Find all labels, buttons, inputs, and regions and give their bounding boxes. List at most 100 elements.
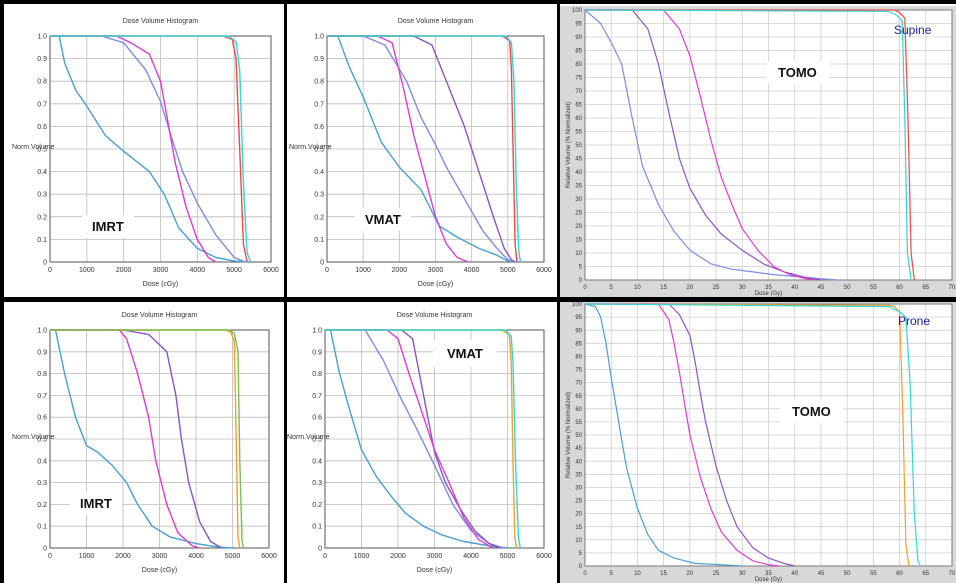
x-tick-label: 5 — [610, 285, 614, 291]
y-tick-label: 0.8 — [312, 371, 322, 378]
y-tick-label: 0.2 — [314, 214, 324, 221]
x-tick-label: 60 — [896, 285, 903, 291]
series-line-blue — [50, 329, 233, 549]
y-tick-label: 90 — [575, 328, 582, 334]
y-tick-label: 0.3 — [37, 480, 47, 487]
x-tick-label: 4000 — [464, 267, 480, 274]
x-axis-label: Dose (cGy) — [142, 567, 177, 574]
y-tick-label: 0 — [43, 545, 47, 552]
dvh-panel-imrt-prone: 0 1000 2000 3000 4000 5000 6000 0 0.1 0.2 0.3 0.4 0.… — [10, 304, 283, 583]
y-axis-label: Norm.Volume — [12, 144, 55, 151]
x-axis-label: Dose (Gy) — [755, 291, 782, 297]
divider-vertical-2 — [557, 0, 560, 583]
y-tick-label: 85 — [575, 49, 582, 55]
y-tick-label: 0.8 — [37, 79, 47, 86]
y-tick-label: 65 — [575, 394, 582, 400]
x-tick-label: 4000 — [190, 267, 206, 274]
x-tick-label: 6000 — [263, 267, 279, 274]
x-axis-label: Dose (Gy) — [755, 577, 782, 583]
y-tick-label: 60 — [575, 116, 582, 122]
dvh-chart-imrt-supine: 0 1000 2000 3000 4000 5000 6000 0 0.1 0.2 0.3 0.4 0.… — [12, 18, 279, 288]
y-tick-label: 0.6 — [312, 415, 322, 422]
x-tick-label: 55 — [870, 285, 877, 291]
y-tick-label: 0.4 — [37, 169, 47, 176]
x-tick-label: 5000 — [500, 267, 516, 274]
y-tick-label: 100 — [572, 8, 583, 14]
series-line-magenta — [585, 9, 816, 281]
y-tick-label: 10 — [575, 251, 582, 257]
y-tick-label: 0.1 — [314, 237, 324, 244]
y-tick-label: 75 — [575, 368, 582, 374]
series-line-magenta — [327, 35, 469, 263]
x-tick-label: 45 — [818, 571, 825, 577]
y-axis-label: Norm.Volume — [289, 144, 332, 151]
x-tick-label: 70 — [949, 285, 956, 291]
y-tick-label: 0.8 — [314, 79, 324, 86]
y-tick-label: 95 — [575, 22, 582, 28]
y-tick-label: 1.0 — [314, 33, 324, 40]
y-tick-label: 25 — [575, 499, 582, 505]
chart-title: Dose Volume Histogram — [397, 312, 473, 319]
y-tick-label: 40 — [575, 170, 582, 176]
y-tick-label: 0.7 — [312, 393, 322, 400]
x-tick-label: 5000 — [500, 553, 516, 560]
series-line-cyan — [584, 9, 912, 281]
x-tick-label: 45 — [818, 285, 825, 291]
y-tick-label: 0.7 — [314, 101, 324, 108]
series-line-magenta — [585, 303, 780, 567]
y-tick-label: 0.1 — [37, 237, 47, 244]
y-tick-label: 55 — [575, 420, 582, 426]
chart-label-tomo-prone: TOMO — [780, 400, 843, 423]
chart-label-imrt-prone: IMRT — [70, 492, 122, 515]
x-tick-label: 1000 — [79, 267, 95, 274]
series-line-blue — [50, 35, 249, 263]
series-line-cyan — [325, 329, 521, 549]
dvh-panel-tomo-supine: 0 5 10 15 20 25 30 35 40 45 50 55 60 65 70 0 5 10 15 20 25 30… — [560, 6, 956, 297]
chart-label-vmat-prone: VMAT — [433, 340, 497, 367]
dvh-panel-tomo-prone: 0 5 10 15 20 25 30 35 40 45 50 55 60 65 70 0 5 10 15 20 25 30… — [560, 300, 956, 583]
chart-label-tomo-supine: TOMO — [766, 61, 829, 84]
dvh-panel-vmat-supine: 0 1000 2000 3000 4000 5000 6000 0 0.1 0.2 0.3 0.4 0.… — [287, 10, 558, 297]
x-tick-label: 6000 — [261, 553, 277, 560]
series-line-red — [585, 9, 915, 281]
x-tick-label: 25 — [713, 285, 720, 291]
series-line-magenta — [325, 329, 494, 549]
dvh-chart-vmat-prone: 0 1000 2000 3000 4000 5000 6000 0 0.1 0.2 0.3 0.4 0.… — [287, 312, 552, 574]
x-tick-label: 30 — [739, 285, 746, 291]
y-tick-label: 1.0 — [312, 327, 322, 334]
y-tick-label: 0.3 — [314, 192, 324, 199]
y-tick-label: 35 — [575, 472, 582, 478]
x-tick-label: 5 — [610, 571, 614, 577]
y-axis-label: Norm.Volume — [12, 434, 55, 441]
y-tick-label: 0.4 — [312, 458, 322, 465]
x-tick-label: 10 — [634, 285, 641, 291]
y-tick-label: 70 — [575, 381, 582, 387]
x-tick-label: 65 — [922, 285, 929, 291]
x-tick-label: 2000 — [115, 553, 131, 560]
series-line-violet — [327, 35, 516, 263]
y-tick-label: 50 — [575, 143, 582, 149]
y-tick-label: 0.5 — [37, 436, 47, 443]
y-tick-label: 30 — [575, 486, 582, 492]
y-tick-label: 15 — [575, 525, 582, 531]
y-tick-label: 0 — [318, 545, 322, 552]
x-tick-label: 50 — [844, 285, 851, 291]
series-line-blue — [584, 303, 743, 567]
y-tick-label: 0 — [579, 564, 583, 570]
y-tick-label: 80 — [575, 62, 582, 68]
y-tick-label: 0.7 — [37, 101, 47, 108]
series-line-blue — [325, 329, 508, 549]
y-tick-label: 0.9 — [312, 349, 322, 356]
y-tick-label: 20 — [575, 512, 582, 518]
x-tick-label: 1000 — [354, 553, 370, 560]
x-tick-label: 2000 — [392, 267, 408, 274]
series-line-green — [50, 329, 245, 549]
x-tick-label: 70 — [949, 571, 956, 577]
x-tick-label: 2000 — [390, 553, 406, 560]
y-tick-label: 0.1 — [312, 524, 322, 531]
y-tick-label: 95 — [575, 315, 582, 321]
y-tick-label: 0.6 — [314, 124, 324, 131]
x-tick-label: 60 — [896, 571, 903, 577]
x-tick-label: 15 — [660, 571, 667, 577]
